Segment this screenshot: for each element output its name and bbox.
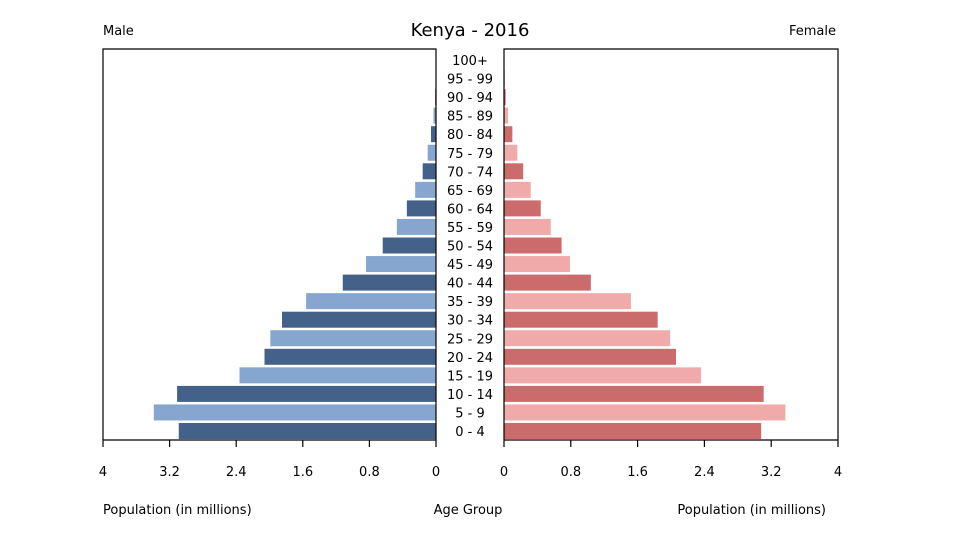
female-bar-70-74 [504, 163, 524, 180]
female-bar-40-44 [504, 274, 591, 291]
male-x-tick-label: 0.8 [359, 465, 380, 480]
age-group-labels: 100+ 95 - 99 90 - 94 85 - 89 80 - 84 75 - 79 7… [447, 54, 493, 440]
age-group-label-25-29: 25 - 29 [447, 332, 493, 347]
male-bar-15-19 [239, 367, 436, 384]
age-group-label-95-99: 95 - 99 [447, 73, 493, 88]
age-group-axis-title: Age Group [434, 503, 503, 518]
male-axis-title: Population (in millions) [103, 503, 252, 518]
age-group-label-75-79: 75 - 79 [447, 147, 493, 162]
age-group-label-10-14: 10 - 14 [447, 388, 493, 403]
male-bar-30-34 [281, 311, 436, 328]
age-group-label-85-89: 85 - 89 [447, 110, 493, 125]
age-group-label-5-9: 5 - 9 [455, 406, 485, 421]
female-bar-90-94 [504, 89, 506, 106]
female-bar-35-39 [504, 293, 631, 310]
male-x-tick-label: 0 [432, 465, 440, 480]
chart-title: Kenya - 2016 [411, 20, 530, 41]
male-x-ticks: 0 0.8 1.6 2.4 3.2 4 [99, 440, 440, 480]
age-group-label-35-39: 35 - 39 [447, 295, 493, 310]
male-bar-80-84 [431, 126, 436, 143]
male-bar-25-29 [270, 330, 436, 347]
female-x-tick-label: 2.4 [694, 465, 715, 480]
age-group-label-70-74: 70 - 74 [447, 165, 493, 180]
age-group-label-80-84: 80 - 84 [447, 128, 493, 143]
age-group-label-100plus: 100+ [452, 54, 488, 69]
male-bar-50-54 [382, 237, 436, 254]
female-bar-45-49 [504, 256, 570, 273]
female-bar-15-19 [504, 367, 702, 384]
male-bar-20-24 [264, 348, 436, 365]
male-x-tick-label: 4 [99, 465, 107, 480]
male-bar-85-89 [433, 107, 436, 124]
female-bar-25-29 [504, 330, 671, 347]
age-group-label-45-49: 45 - 49 [447, 258, 493, 273]
female-x-tick-label: 3.2 [761, 465, 782, 480]
male-bar-45-49 [366, 256, 436, 273]
female-bar-75-79 [504, 144, 518, 161]
female-bar-50-54 [504, 237, 562, 254]
male-bars-group [153, 52, 437, 439]
female-bar-60-64 [504, 200, 541, 217]
female-plot-frame [503, 48, 839, 440]
female-bar-80-84 [504, 126, 513, 143]
male-bar-10-14 [177, 385, 436, 402]
male-plot-frame [102, 48, 437, 440]
female-x-tick-label: 1.6 [627, 465, 648, 480]
age-group-label-65-69: 65 - 69 [447, 184, 493, 199]
male-bar-40-44 [342, 274, 436, 291]
male-label: Male [103, 24, 134, 39]
age-group-label-15-19: 15 - 19 [447, 369, 493, 384]
age-group-label-60-64: 60 - 64 [447, 202, 493, 217]
female-x-ticks: 0 0.8 1.6 2.4 3.2 4 [500, 440, 842, 480]
male-x-tick-label: 1.6 [292, 465, 313, 480]
age-group-label-50-54: 50 - 54 [447, 240, 493, 255]
male-x-tick-label: 3.2 [159, 465, 180, 480]
age-group-label-40-44: 40 - 44 [447, 277, 493, 292]
male-x-tick-label: 2.4 [226, 465, 247, 480]
male-bar-70-74 [422, 163, 436, 180]
male-bar-60-64 [406, 200, 436, 217]
female-bar-55-59 [504, 218, 551, 235]
male-bar-0-4 [178, 423, 436, 439]
female-bar-30-34 [504, 311, 658, 328]
male-bar-5-9 [153, 404, 436, 421]
age-group-label-55-59: 55 - 59 [447, 221, 493, 236]
male-bar-35-39 [306, 293, 436, 310]
female-x-tick-label: 0.8 [560, 465, 581, 480]
male-bar-75-79 [427, 144, 436, 161]
female-bar-85-89 [504, 107, 509, 124]
female-axis-title: Population (in millions) [677, 503, 826, 518]
age-group-label-20-24: 20 - 24 [447, 351, 493, 366]
female-x-tick-label: 0 [500, 465, 508, 480]
female-label: Female [789, 24, 836, 39]
male-bar-55-59 [396, 218, 436, 235]
age-group-label-0-4: 0 - 4 [455, 425, 485, 440]
female-bar-0-4 [504, 423, 762, 439]
female-bars-group [504, 52, 786, 439]
male-bar-65-69 [415, 181, 436, 198]
female-bar-65-69 [504, 181, 531, 198]
female-bar-20-24 [504, 348, 677, 365]
female-bar-5-9 [504, 404, 786, 421]
age-group-label-90-94: 90 - 94 [447, 91, 493, 106]
female-bar-10-14 [504, 385, 764, 402]
female-x-tick-label: 4 [834, 465, 842, 480]
age-group-label-30-34: 30 - 34 [447, 314, 493, 329]
